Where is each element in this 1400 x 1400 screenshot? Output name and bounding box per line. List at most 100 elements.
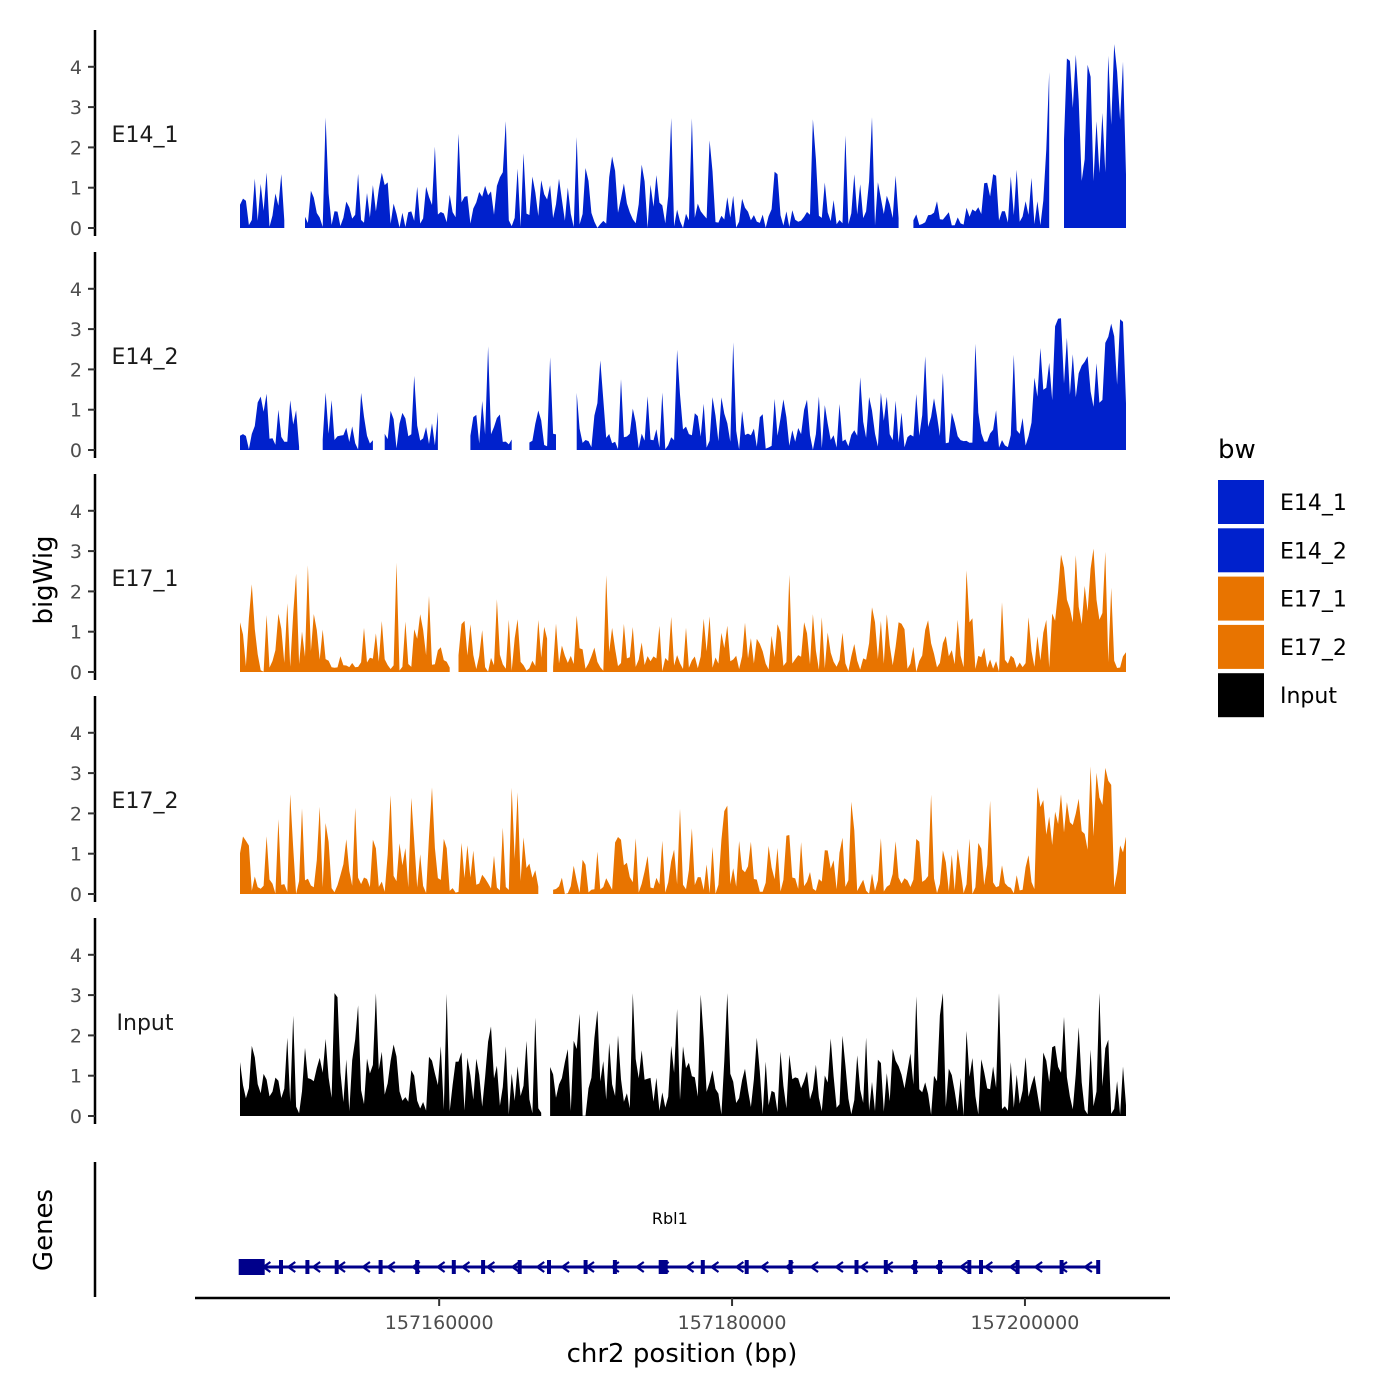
y-tick-label: 4 [70, 723, 82, 745]
gene-exon [238, 1259, 265, 1275]
gene-exon [913, 1260, 918, 1274]
strand-arrow [1083, 1261, 1093, 1273]
strand-arrow [460, 1261, 471, 1273]
y-tick-label: 1 [70, 178, 82, 200]
coverage-area-e17-2 [240, 766, 1126, 894]
legend-swatch-e17-1 [1218, 576, 1264, 621]
legend: bw E14_1 E14_2 E17_1 E17_2 Input [1218, 435, 1347, 718]
gene-exon [967, 1260, 972, 1274]
strand-arrow [958, 1261, 969, 1273]
x-axis: chr2 position (bp) 157160000 157180000 157… [195, 1296, 1170, 1369]
x-tick-label: 157180000 [678, 1312, 787, 1334]
y-tick-label: 4 [70, 279, 82, 301]
track-panel-input: 0 1 2 3 4 Input [70, 918, 1126, 1128]
legend-label: Input [1280, 684, 1337, 709]
x-axis-title: chr2 position (bp) [567, 1339, 798, 1369]
tracks-layer: 0 1 2 3 4 E14_1 0 1 2 3 4 E14_2 0 1 2 3 4 E17_1 0 1 2 3 4 E17_2… [70, 30, 1126, 1128]
gene-exon [612, 1260, 617, 1274]
y-tick-label: 4 [70, 501, 82, 523]
y-tick-label: 0 [70, 218, 82, 240]
y-tick-label: 2 [70, 359, 82, 381]
coverage-area-e17-1 [240, 548, 1126, 672]
strand-arrow [759, 1261, 769, 1273]
gene-track: Genes Rbl1 [29, 1162, 1101, 1297]
track-label: E17_1 [112, 567, 179, 592]
gene-exon [583, 1260, 588, 1274]
strand-arrow [709, 1261, 720, 1273]
y-tick-label: 0 [70, 440, 82, 462]
legend-title: bw [1218, 435, 1256, 465]
strand-arrow [834, 1261, 844, 1273]
gene-exon [279, 1260, 283, 1274]
track-label: Input [117, 1011, 174, 1036]
y-tick-label: 0 [70, 884, 82, 906]
genes-axis-label: Genes [29, 1189, 59, 1271]
track-label: E14_2 [112, 345, 179, 370]
gene-exon [700, 1260, 705, 1274]
legend-label: E17_2 [1280, 636, 1347, 661]
legend-swatch-e14-2 [1218, 528, 1264, 573]
legend-label: E14_2 [1280, 539, 1347, 564]
y-tick-label: 0 [70, 1106, 82, 1128]
gene-exon [1096, 1260, 1101, 1274]
strand-arrow [485, 1261, 496, 1273]
y-tick-label: 1 [70, 844, 82, 866]
coverage-area-e14-2 [240, 318, 1126, 450]
track-panel-e17-1: 0 1 2 3 4 E17_1 [70, 474, 1126, 684]
strand-arrow [983, 1261, 993, 1273]
y-tick-label: 2 [70, 803, 82, 825]
strand-arrow [684, 1261, 695, 1273]
strand-arrow [385, 1261, 396, 1273]
x-tick-label: 157200000 [971, 1312, 1080, 1334]
y-tick-label: 3 [70, 763, 82, 785]
y-tick-label: 4 [70, 945, 82, 967]
strand-arrow [734, 1261, 745, 1273]
y-tick-label: 2 [70, 581, 82, 603]
strand-arrow [510, 1261, 520, 1273]
gene-exon [788, 1260, 793, 1274]
gene-exon [334, 1260, 339, 1274]
gene-exon [658, 1260, 668, 1274]
coverage-area-e14-1 [240, 44, 1126, 228]
legend-swatch-input [1218, 673, 1264, 718]
strand-arrow [858, 1261, 869, 1273]
y-axis-title: bigWig [29, 535, 59, 624]
y-tick-label: 3 [70, 97, 82, 119]
strand-arrow [435, 1261, 446, 1273]
strand-arrow [1033, 1261, 1043, 1273]
gene-exon [517, 1260, 522, 1274]
gene-exon [1059, 1260, 1064, 1274]
y-tick-label: 2 [70, 137, 82, 159]
gene-exon [979, 1260, 983, 1274]
y-tick-label: 0 [70, 662, 82, 684]
gene-exon [854, 1260, 859, 1274]
y-tick-label: 4 [70, 57, 82, 79]
gene-name-label: Rbl1 [652, 1209, 688, 1228]
strand-arrow [286, 1261, 296, 1273]
strand-arrow [809, 1261, 819, 1273]
y-tick-label: 1 [70, 1066, 82, 1088]
track-panel-e14-1: 0 1 2 3 4 E14_1 [70, 30, 1126, 240]
gene-exon [547, 1260, 551, 1274]
y-tick-label: 3 [70, 541, 82, 563]
x-tick-label: 157160000 [385, 1312, 494, 1334]
gene-exon [415, 1260, 420, 1274]
track-panel-e17-2: 0 1 2 3 4 E17_2 [70, 696, 1126, 906]
legend-label: E17_1 [1280, 588, 1347, 613]
legend-swatch-e14-1 [1218, 480, 1264, 524]
strand-arrow [560, 1261, 570, 1273]
gene-exon [378, 1260, 383, 1274]
strand-arrow [1008, 1261, 1018, 1273]
gene-exon [1015, 1260, 1020, 1274]
legend-label: E14_1 [1280, 491, 1347, 516]
track-label: E17_2 [112, 789, 179, 814]
gene-exon [451, 1260, 456, 1274]
gene-exon [305, 1260, 310, 1274]
strand-arrow [535, 1261, 545, 1273]
strand-arrow [311, 1261, 321, 1273]
strand-arrow [634, 1261, 645, 1273]
y-tick-label: 2 [70, 1025, 82, 1047]
gene-exon [481, 1260, 486, 1274]
gene-exon [744, 1260, 749, 1274]
